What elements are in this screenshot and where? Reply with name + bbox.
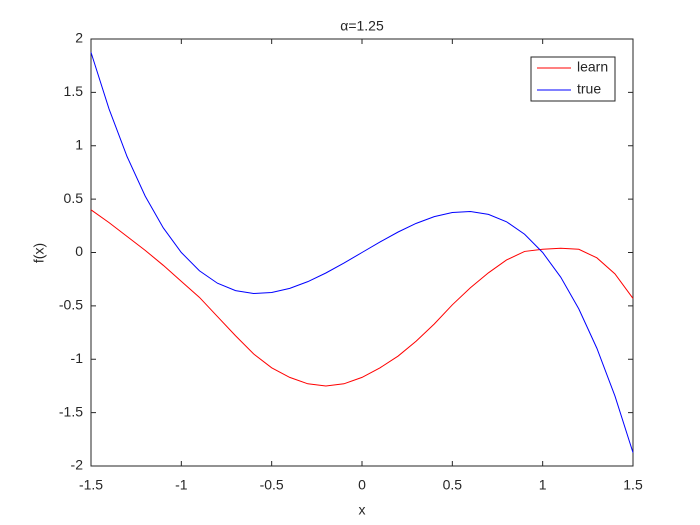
line-series [90,52,634,453]
y-tick-label: -1.5 [59,403,83,419]
y-tick-label: 1 [75,136,83,152]
x-tick-label: 0 [358,477,366,493]
y-tick-label: -2 [71,457,84,473]
x-tick-label: -1.5 [79,477,103,493]
x-tick-label: 0.5 [443,477,463,493]
y-tick-label: -1 [71,350,84,366]
y-axis-label: f(x) [31,243,47,263]
legend-label: true [577,81,601,97]
x-tick-label: 1.5 [623,477,643,493]
y-tick-label: 1.5 [64,83,84,99]
x-tick-label: 1 [539,477,547,493]
y-tick-label: 0 [75,243,83,259]
legend-label: learn [577,59,608,75]
x-tick-label: -0.5 [260,477,284,493]
chart-title: α=1.25 [340,18,384,34]
y-tick-label: -0.5 [59,297,83,313]
y-tick-label: 2 [75,30,83,46]
legend-box [530,56,616,102]
x-axis-label: x [359,502,366,518]
x-tick-label: -1 [175,477,188,493]
legend: learn true [530,56,616,102]
line-series [90,209,634,387]
y-tick-label: 0.5 [64,190,84,206]
